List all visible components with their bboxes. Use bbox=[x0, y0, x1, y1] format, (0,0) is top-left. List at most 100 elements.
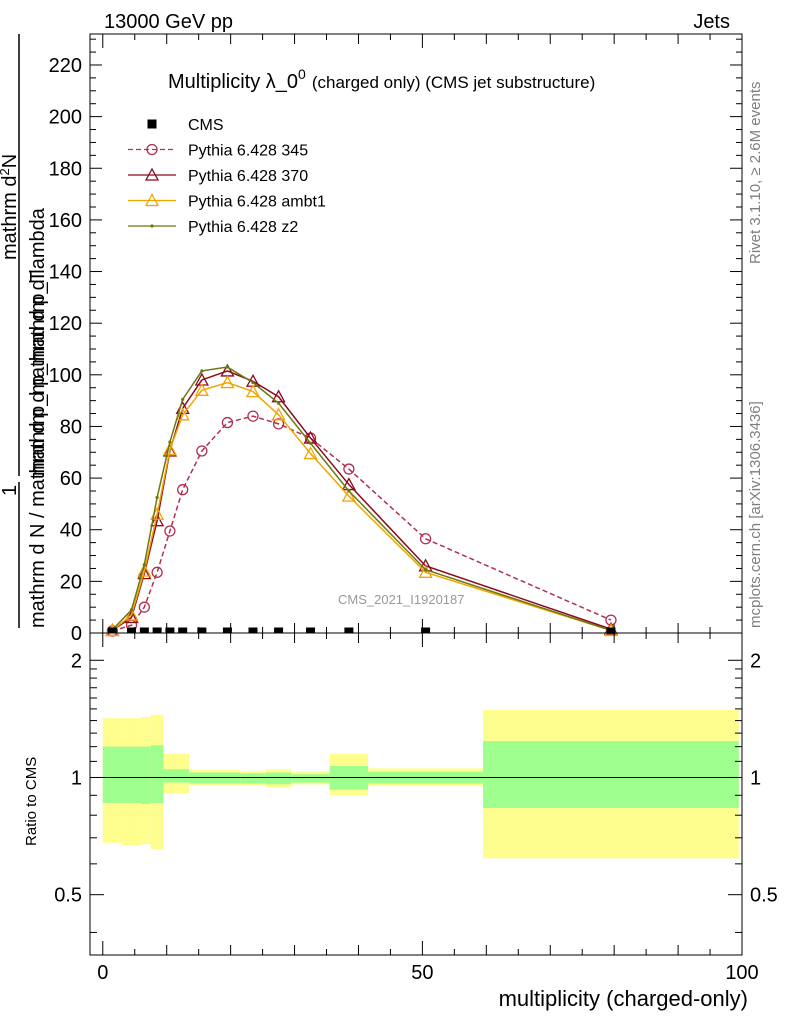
cms-data-point bbox=[306, 627, 316, 634]
legend-label: Pythia 6.428 ambt1 bbox=[188, 194, 326, 211]
legend-entry: Pythia 6.428 z2 bbox=[128, 219, 298, 236]
y-tick-label: 100 bbox=[49, 365, 82, 387]
ratio-y-axis: 0.5 0.5 1 1 2 2 bbox=[54, 650, 778, 933]
series-point bbox=[271, 407, 286, 421]
legend-entry: Pythia 6.428 345 bbox=[128, 143, 308, 160]
series-point bbox=[196, 445, 208, 457]
cms-data-point bbox=[178, 627, 188, 634]
series-line bbox=[111, 381, 612, 632]
series-point bbox=[177, 484, 189, 496]
y-tick-label: 160 bbox=[49, 210, 82, 232]
legend-label: Pythia 6.428 345 bbox=[188, 143, 308, 160]
legend-label: Pythia 6.428 z2 bbox=[188, 219, 298, 236]
series-point bbox=[272, 418, 285, 430]
series-point bbox=[423, 568, 428, 572]
series-point bbox=[247, 410, 259, 422]
cms-data-point bbox=[152, 627, 162, 634]
legend-label: CMS bbox=[188, 117, 224, 134]
legend-marker bbox=[144, 193, 160, 207]
series-point bbox=[168, 440, 172, 444]
analysis-watermark: CMS_2021_I1920187 bbox=[338, 592, 465, 607]
y-tick-label: 0 bbox=[71, 623, 82, 645]
series-point bbox=[221, 416, 234, 429]
stat-uncertainty-band bbox=[163, 769, 190, 783]
series-point bbox=[251, 380, 255, 385]
ratio-plot-frame bbox=[89, 632, 743, 956]
cms-data-point bbox=[606, 627, 616, 634]
ylabel-numerator: mathrm d2N bbox=[0, 154, 21, 260]
header-jets-label: Jets bbox=[693, 11, 730, 33]
stat-uncertainty-band bbox=[189, 772, 241, 784]
legend-entry: Pythia 6.428 ambt1 bbox=[128, 193, 326, 211]
header-energy-label: 13000 GeV pp bbox=[104, 11, 233, 33]
y-tick-label: 60 bbox=[60, 468, 82, 490]
y-tick-label: 20 bbox=[60, 571, 82, 593]
ratio-y-axis-label: Ratio to CMS bbox=[23, 757, 40, 846]
series-point bbox=[164, 525, 176, 537]
x-tick-label: 0 bbox=[97, 962, 108, 984]
stat-uncertainty-band bbox=[483, 741, 739, 808]
ratio-y-tick-label: 0.5 bbox=[54, 885, 82, 907]
series-point bbox=[124, 607, 139, 621]
series-point bbox=[129, 608, 134, 612]
series-point bbox=[341, 488, 356, 502]
series-point bbox=[343, 463, 355, 475]
series-line bbox=[112, 415, 612, 632]
cms-data-point bbox=[127, 627, 137, 634]
series-point bbox=[220, 375, 235, 389]
series-point bbox=[162, 442, 177, 456]
cms-data-point bbox=[248, 627, 258, 634]
y-tick-label: 120 bbox=[49, 313, 82, 335]
series-point bbox=[419, 533, 432, 545]
cms-data-point bbox=[107, 627, 117, 634]
legend-label: Pythia 6.428 370 bbox=[188, 168, 308, 185]
series-point bbox=[303, 446, 318, 460]
legend: CMS Pythia 6.428 345 Pythia 6.428 370 Pythi… bbox=[128, 117, 326, 236]
ratio-y-tick-label-right: 1 bbox=[750, 767, 761, 789]
series-point bbox=[181, 397, 185, 401]
cms-data-point bbox=[274, 627, 284, 634]
ratio-y-tick-label: 2 bbox=[71, 650, 82, 672]
plot-title-main: Multiplicity λ_0 bbox=[168, 71, 298, 93]
cms-data-point bbox=[344, 627, 354, 634]
y-tick-label: 140 bbox=[49, 262, 82, 284]
stat-uncertainty-band bbox=[150, 745, 164, 803]
stat-uncertainty-band bbox=[141, 746, 151, 804]
main-x-axis bbox=[102, 34, 743, 633]
plot-title-sub: (charged only) (CMS jet substructure) bbox=[312, 73, 595, 92]
stat-uncertainty-band bbox=[121, 746, 142, 803]
x-tick-label: 50 bbox=[411, 962, 433, 984]
ratio-uncertainty-bands bbox=[102, 710, 739, 859]
series-point bbox=[225, 365, 230, 369]
ylabel-prefactor-den: mathrm d N / mathrm d p_mathrm d p_T bbox=[27, 270, 49, 628]
ratio-y-tick-label: 1 bbox=[71, 767, 82, 789]
y-tick-label: 180 bbox=[49, 158, 82, 180]
ratio-x-axis: 0 50 100 bbox=[97, 633, 759, 984]
legend-marker bbox=[144, 167, 160, 181]
cms-data-point bbox=[421, 627, 431, 634]
series-pythia-6-428-ambt1 bbox=[105, 375, 619, 637]
series-point bbox=[308, 441, 313, 445]
cms-data-point bbox=[222, 627, 232, 634]
legend-entry: CMS bbox=[147, 117, 224, 134]
y-tick-label: 40 bbox=[60, 520, 82, 542]
y-tick-label: 220 bbox=[49, 55, 82, 77]
legend-marker bbox=[147, 119, 157, 129]
ratio-plot: 0.5 0.5 1 1 2 2 0 50 100 Ratio to CMS multiplic… bbox=[23, 632, 778, 1011]
legend-entry: Pythia 6.428 370 bbox=[128, 167, 308, 185]
rivet-version-label: Rivet 3.1.10, ≥ 2.6M events bbox=[747, 82, 764, 265]
stat-uncertainty-band bbox=[102, 746, 122, 803]
stat-uncertainty-band bbox=[265, 772, 292, 785]
plot-title-sup: 0 bbox=[298, 66, 306, 82]
series-point bbox=[137, 563, 152, 577]
series-point bbox=[138, 601, 150, 613]
series-point bbox=[151, 566, 163, 578]
main-y-axis-label: mathrm d N / mathrm d p_mathrm d p_T 1 m… bbox=[0, 34, 49, 628]
series-point bbox=[175, 407, 190, 421]
y-tick-label: 200 bbox=[49, 107, 82, 129]
legend-marker bbox=[150, 224, 154, 228]
series-point bbox=[200, 369, 204, 373]
mcplots-credit-label: mcplots.cern.ch [arXiv:1306.3436] bbox=[747, 401, 764, 628]
ylabel-denominator: mathrm d p_mathrm d lambda bbox=[27, 207, 49, 476]
